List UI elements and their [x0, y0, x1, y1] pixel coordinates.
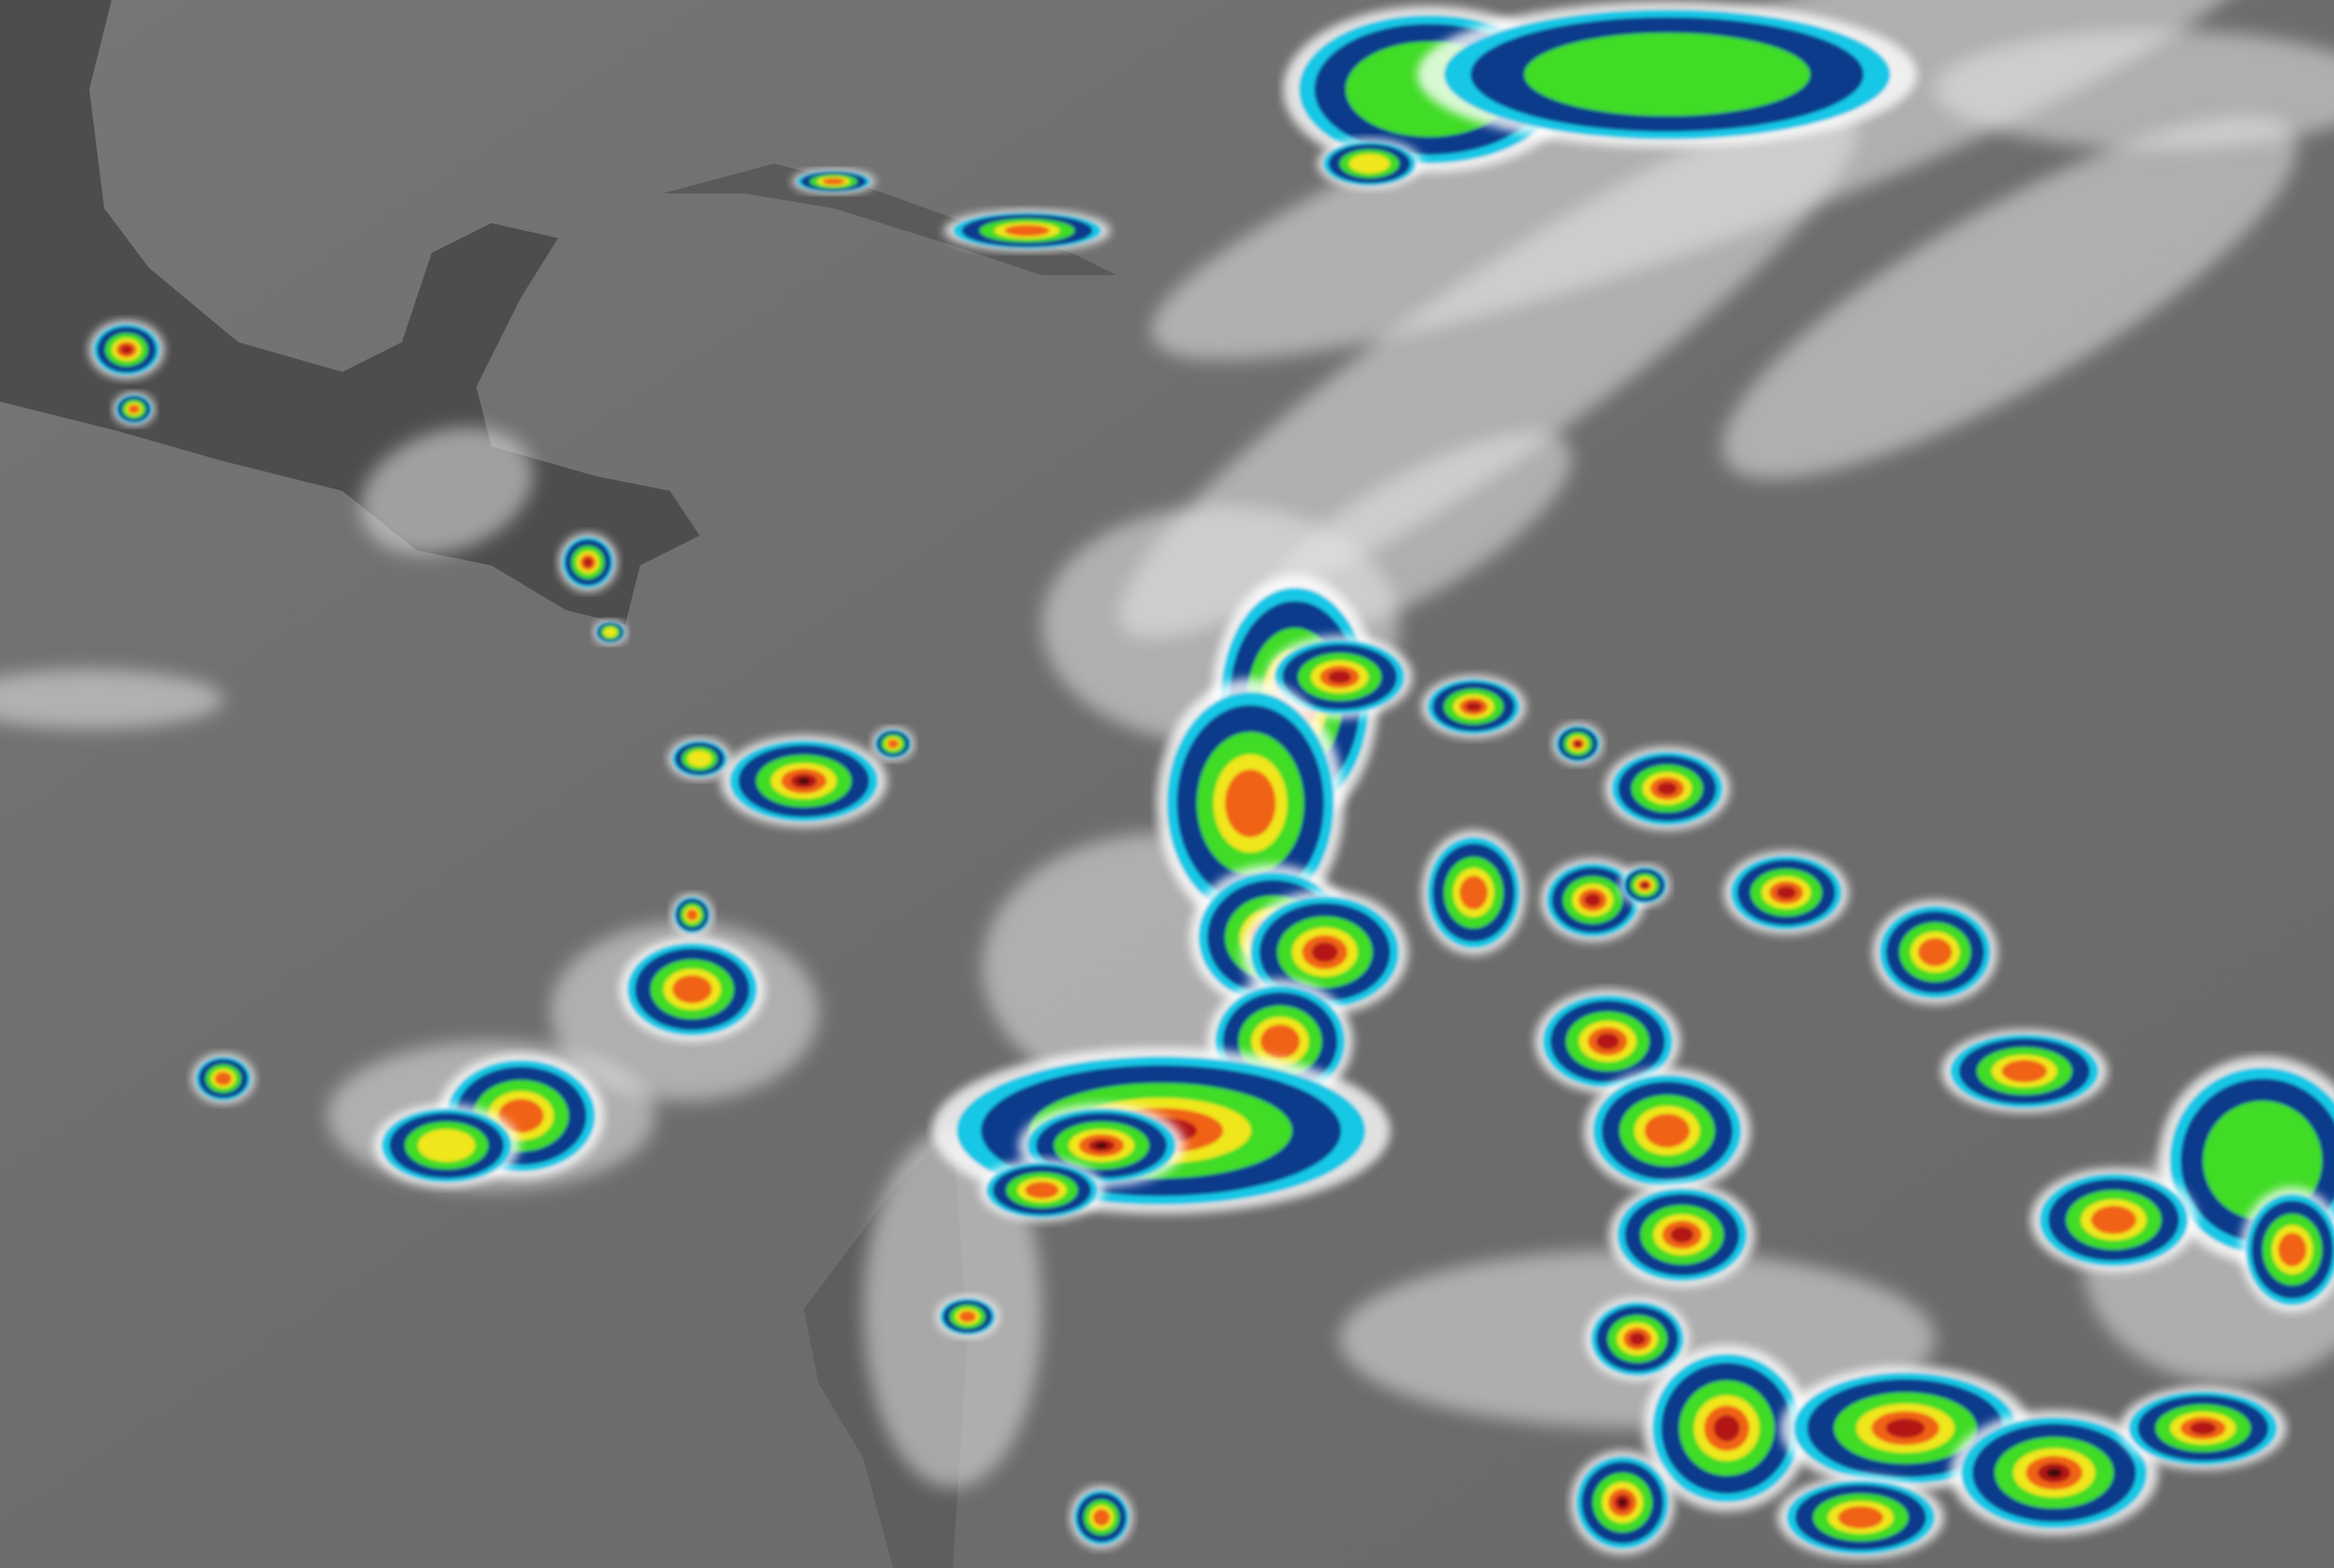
orange-band [2277, 1232, 2307, 1267]
orange-band [1224, 769, 1276, 837]
red-band [1465, 701, 1482, 712]
storm-cell [935, 1296, 1000, 1338]
orange-band [887, 739, 900, 749]
orange-band [1838, 1506, 1884, 1529]
cloud-shield [1256, 432, 1572, 639]
orange-band [821, 177, 845, 186]
yellow-band [687, 750, 712, 767]
storm-cell [1723, 850, 1849, 934]
storm-cell [1156, 678, 1345, 929]
red-band [1629, 1332, 1646, 1345]
storm-cell [1941, 1029, 2109, 1114]
storm-cell [191, 1053, 255, 1104]
orange-band [1459, 875, 1488, 910]
storm-cell [1416, 1, 1918, 148]
orange-band [1093, 1509, 1111, 1527]
red-band [1596, 1032, 1619, 1050]
yellow-band [1349, 154, 1390, 173]
orange-band [958, 1311, 976, 1323]
storm-cell [1421, 830, 1526, 955]
storm-cell [670, 894, 714, 936]
orange-band [1260, 1024, 1300, 1059]
darkred-band [1643, 883, 1647, 887]
storm-cell [558, 533, 618, 592]
darkred-band [1576, 742, 1581, 746]
storm-cell [373, 1103, 520, 1188]
storm-cell [1421, 675, 1526, 738]
storm-cell [89, 320, 164, 379]
green-band [1524, 32, 1811, 117]
storm-cell [2029, 1167, 2197, 1273]
storm-cell [1583, 1067, 1751, 1194]
cloud-shield [0, 669, 223, 730]
storm-cell [1777, 1476, 1945, 1560]
cloud-shield [1118, 106, 1859, 638]
storm-cell [1540, 858, 1646, 942]
red-band [2190, 1421, 2216, 1435]
storm-cell [943, 209, 1111, 252]
darkred-band [1618, 1498, 1627, 1507]
orange-band [214, 1071, 232, 1086]
cloud-shield [1935, 29, 2334, 149]
darkred-band [798, 777, 810, 784]
storm-cell [720, 734, 887, 827]
storm-cell [1585, 1296, 1690, 1381]
storm-cell [2240, 1187, 2334, 1312]
storm-cell [979, 1159, 1105, 1222]
orange-band [1024, 1181, 1059, 1199]
red-band [1713, 1414, 1740, 1442]
red-band [1657, 782, 1678, 796]
storm-cell [438, 1053, 604, 1179]
storm-cell [1570, 1450, 1675, 1555]
storm-cell [1552, 722, 1603, 765]
red-band [120, 344, 133, 355]
orange-band [1004, 224, 1051, 237]
storm-cell [593, 619, 627, 645]
red-band [1584, 893, 1601, 907]
storm-cell [1609, 1182, 1755, 1287]
storm-cell [1643, 1345, 1811, 1512]
storm-cell [1316, 139, 1422, 190]
storm-cell [1949, 1410, 2159, 1536]
storm-cell [2119, 1386, 2287, 1470]
orange-band [2001, 1060, 2047, 1083]
orange-band [1644, 1114, 1690, 1148]
red-band [1311, 942, 1338, 963]
yellow-band [604, 627, 618, 637]
darkred-band [1095, 1142, 1108, 1149]
storm-cell [1069, 1486, 1134, 1549]
red-band [583, 557, 593, 568]
storm-cell [1872, 900, 1998, 1005]
cloud-shield [359, 427, 534, 555]
storm-cell [668, 737, 732, 780]
storm-cell [1604, 747, 1730, 831]
convective-cells [89, 1, 2334, 1560]
storm-cell [1266, 635, 1413, 719]
orange-band [1917, 937, 1952, 966]
orange-band [686, 909, 698, 921]
orange-band [498, 1098, 544, 1133]
storm-cell [791, 169, 876, 194]
orange-band [671, 975, 712, 1004]
red-band [1328, 669, 1351, 684]
orange-band [2091, 1205, 2137, 1234]
storm-cell [1619, 864, 1670, 906]
orange-band [128, 404, 141, 414]
red-band [1670, 1226, 1694, 1244]
darkred-band [2046, 1468, 2062, 1477]
storm-cell [112, 392, 156, 426]
storm-cell [1779, 1365, 2030, 1491]
red-band [1885, 1418, 1926, 1439]
red-band [1776, 885, 1796, 900]
cloud-shield [1722, 116, 2297, 479]
storm-cell [871, 727, 915, 761]
storm-cell [619, 937, 766, 1042]
storm-cell [1534, 989, 1681, 1094]
yellow-band [418, 1129, 475, 1163]
